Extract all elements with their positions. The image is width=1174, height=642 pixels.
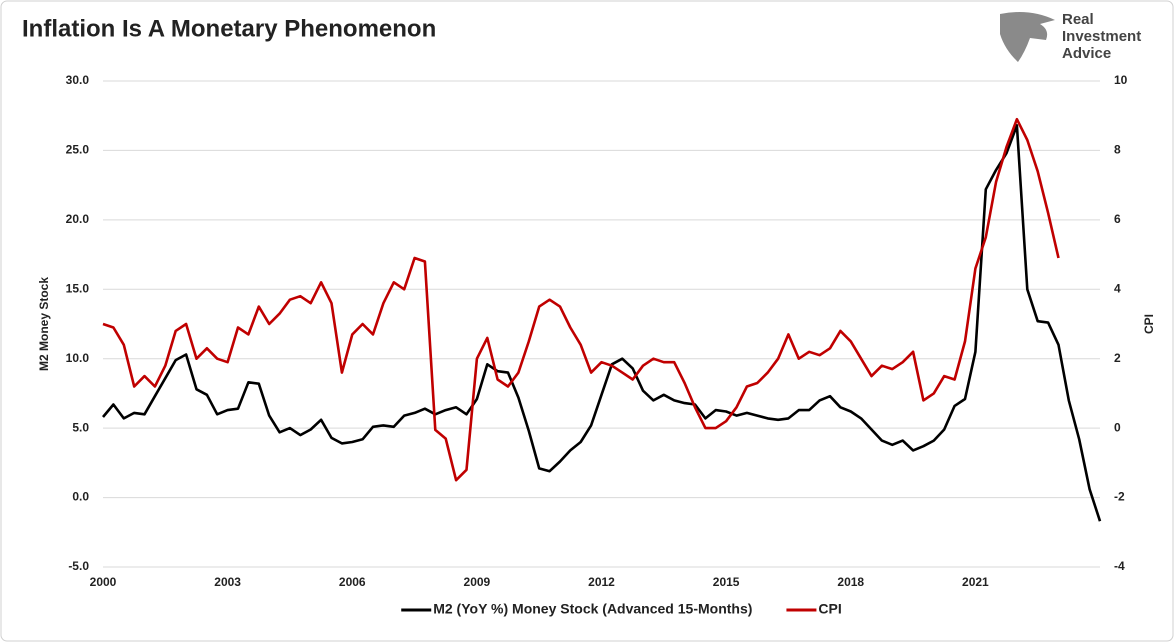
x-tick-label: 2015 [713, 575, 740, 589]
y2-tick-label: 8 [1114, 143, 1121, 157]
y-tick-label: -5.0 [68, 559, 89, 573]
y-tick-label: 20.0 [66, 212, 90, 226]
x-tick-label: 2009 [464, 575, 491, 589]
y2-tick-label: -2 [1114, 490, 1125, 504]
y-tick-label: 30.0 [66, 73, 90, 87]
brand-logo: Real Investment Advice [1000, 11, 1141, 62]
y2-tick-label: 10 [1114, 73, 1128, 87]
y2-tick-label: -4 [1114, 559, 1125, 573]
y-tick-label: 0.0 [72, 490, 89, 504]
y-axis-title: M2 Money Stock [37, 277, 51, 371]
y2-tick-label: 4 [1114, 281, 1121, 295]
y-tick-label: 5.0 [72, 420, 89, 434]
x-tick-label: 2021 [962, 575, 989, 589]
y2-tick-label: 2 [1114, 351, 1121, 365]
x-tick-label: 2012 [588, 575, 615, 589]
y-tick-label: 10.0 [66, 351, 90, 365]
series-line [102, 117, 1060, 482]
y2-axis-title: CPI [1142, 314, 1156, 334]
y-tick-label: 25.0 [66, 143, 90, 157]
x-tick-label: 2000 [90, 575, 117, 589]
legend-label: CPI [818, 601, 841, 617]
x-tick-label: 2006 [339, 575, 366, 589]
brand-text: Investment [1062, 28, 1141, 45]
brand-text: Advice [1062, 45, 1111, 62]
chart-title: Inflation Is A Monetary Phenomenon [22, 15, 436, 42]
y2-tick-label: 6 [1114, 212, 1121, 226]
x-tick-label: 2018 [837, 575, 864, 589]
x-tick-label: 2003 [214, 575, 241, 589]
y-tick-label: 15.0 [66, 281, 90, 295]
legend-label: M2 (YoY %) Money Stock (Advanced 15-Mont… [433, 601, 752, 617]
brand-text: Real [1062, 11, 1094, 28]
y2-tick-label: 0 [1114, 420, 1121, 434]
series-line [102, 124, 1102, 522]
